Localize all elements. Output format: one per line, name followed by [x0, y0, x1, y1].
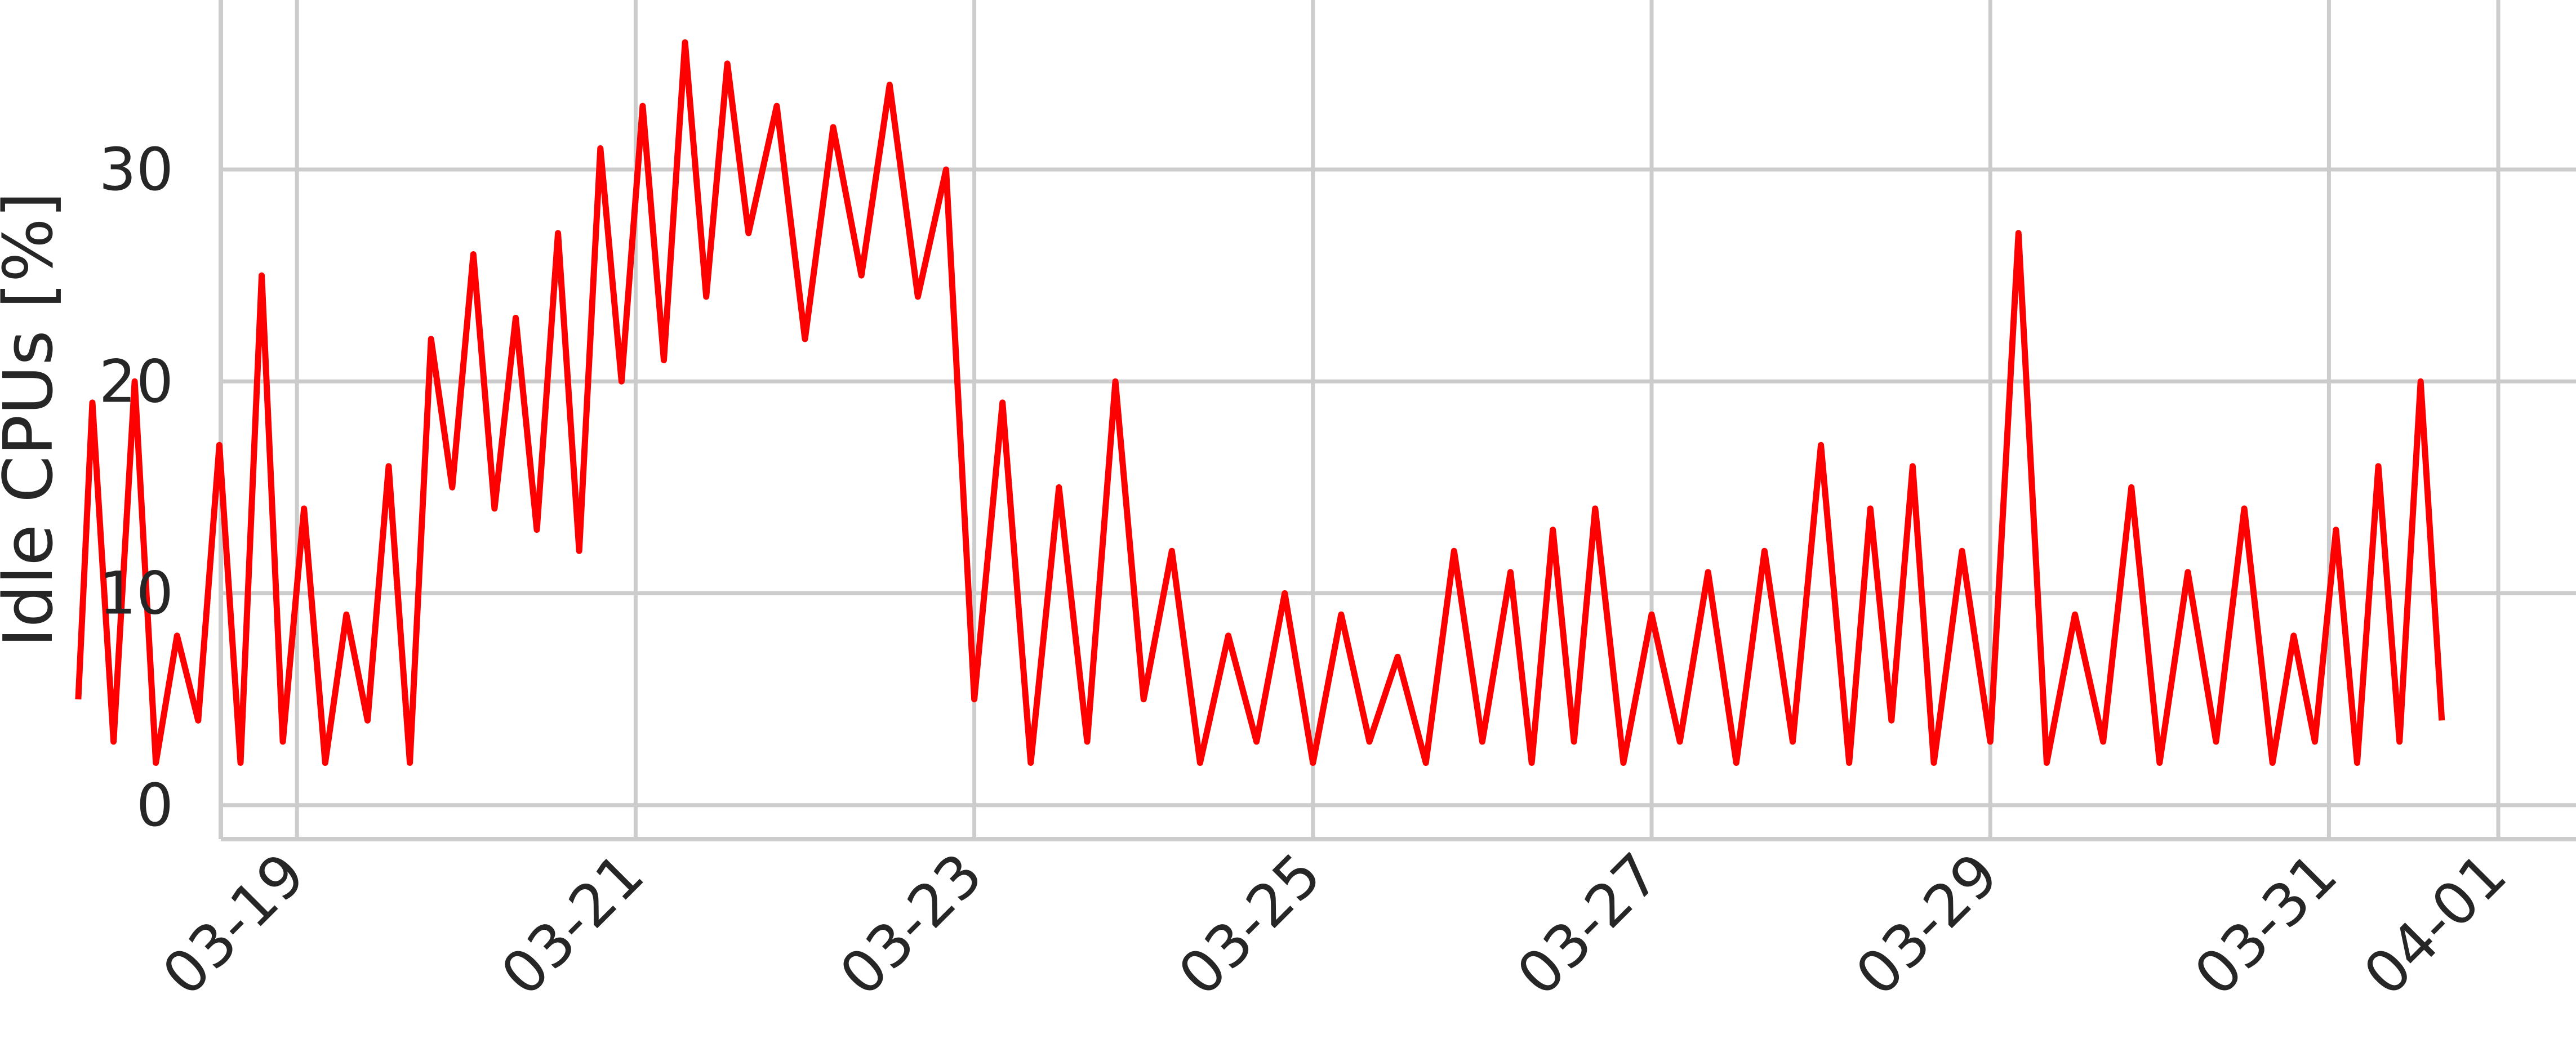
y-tick-label: 30: [99, 135, 173, 204]
series-line: [75, 39, 2445, 766]
x-tick-label: 04-01: [2351, 840, 2520, 1009]
x-tick-label: 03-21: [488, 840, 657, 1009]
axes-frame: [219, 0, 2576, 841]
y-tick-label: 0: [136, 771, 173, 840]
x-tick-label: 03-27: [1504, 840, 1673, 1009]
y-axis-title: Idle CPUs [%]: [0, 191, 68, 647]
x-tick-label: 03-31: [2181, 840, 2350, 1009]
x-tick-labels: 03-19 03-21 03-23 03-25 03-27 03-29 03-31 04-01: [149, 840, 2520, 1009]
plot-background: [221, 0, 2576, 839]
y-tick-labels: 0 10 20 30: [99, 135, 173, 840]
x-tick-label: 03-29: [1843, 840, 2012, 1009]
x-tick-label: 03-25: [1165, 840, 1334, 1009]
y-tick-label: 10: [99, 559, 173, 628]
y-tick-label: 20: [99, 347, 173, 416]
x-tick-label: 03-19: [149, 840, 318, 1009]
series-layer: [75, 39, 2445, 766]
x-tick-label: 03-23: [826, 840, 995, 1009]
